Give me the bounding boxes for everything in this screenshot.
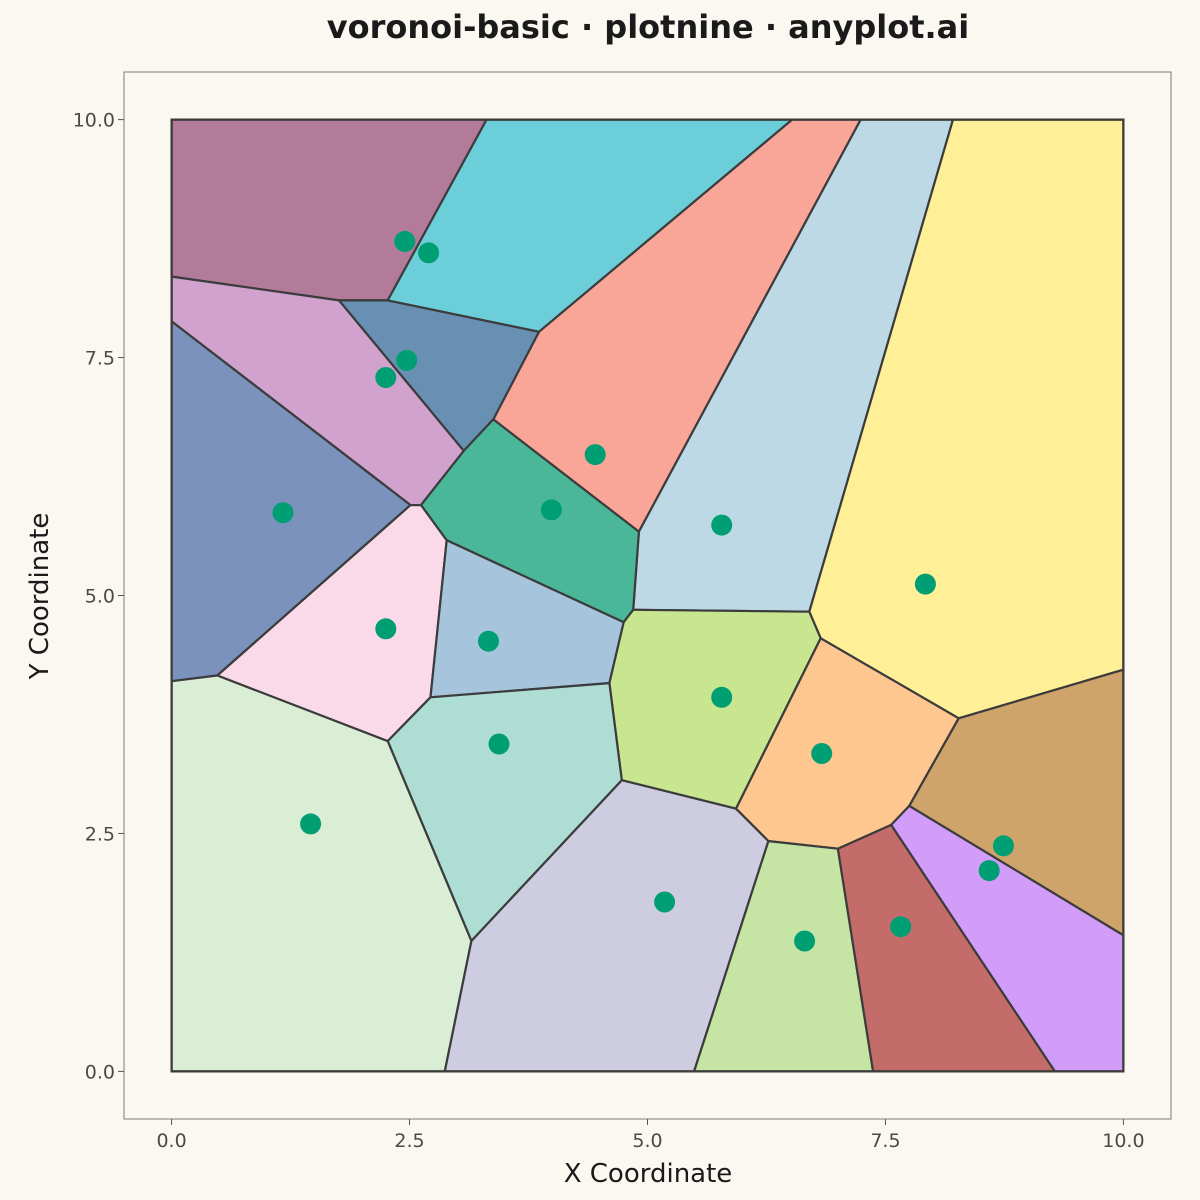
- y-axis: 0.0 2.5 5.0 7.5 10.0: [73, 110, 124, 1083]
- seed-point-19: [890, 916, 912, 938]
- seed-point-13: [811, 743, 833, 764]
- seed-point-6: [375, 367, 397, 388]
- seed-point-3: [584, 444, 606, 466]
- x-tick-label: 5.0: [632, 1130, 662, 1152]
- voronoi-cells: [170, 118, 1125, 1073]
- y-tick-label: 7.5: [85, 348, 115, 370]
- seed-point-9: [540, 499, 562, 521]
- bounding-box: [170, 118, 1125, 1073]
- x-tick-label: 2.5: [394, 1130, 424, 1152]
- y-tick-label: 5.0: [85, 586, 115, 608]
- x-tick-label: 7.5: [870, 1130, 900, 1152]
- seed-point-17: [654, 891, 676, 913]
- seed-point-8: [272, 502, 294, 524]
- seed-points: [272, 230, 1014, 952]
- seed-point-12: [711, 686, 733, 708]
- seed-point-1: [394, 230, 416, 252]
- seed-point-7: [396, 349, 418, 371]
- seed-point-16: [300, 813, 322, 835]
- seed-point-11: [478, 630, 499, 652]
- seed-point-10: [375, 618, 397, 640]
- x-axis-title: X Coordinate: [564, 1159, 733, 1189]
- x-axis: 0.0 2.5 5.0 7.5 10.0: [156, 1119, 1145, 1152]
- seed-point-2: [418, 242, 440, 264]
- x-tick-label: 10.0: [1102, 1130, 1144, 1152]
- seed-point-4: [711, 514, 733, 536]
- seed-point-20: [978, 860, 1000, 882]
- seed-point-5: [914, 573, 936, 595]
- seed-point-15: [488, 733, 510, 755]
- y-axis-title: Y Coordinate: [25, 513, 55, 681]
- x-tick-label: 0.0: [156, 1130, 186, 1152]
- y-tick-label: 10.0: [73, 110, 115, 132]
- y-tick-label: 0.0: [85, 1061, 115, 1083]
- y-tick-label: 2.5: [85, 823, 115, 845]
- seed-point-18: [794, 930, 816, 952]
- chart-title: voronoi-basic · plotnine · anyplot.ai: [327, 8, 969, 46]
- voronoi-cell-7: [338, 299, 541, 452]
- seed-point-14: [993, 835, 1014, 857]
